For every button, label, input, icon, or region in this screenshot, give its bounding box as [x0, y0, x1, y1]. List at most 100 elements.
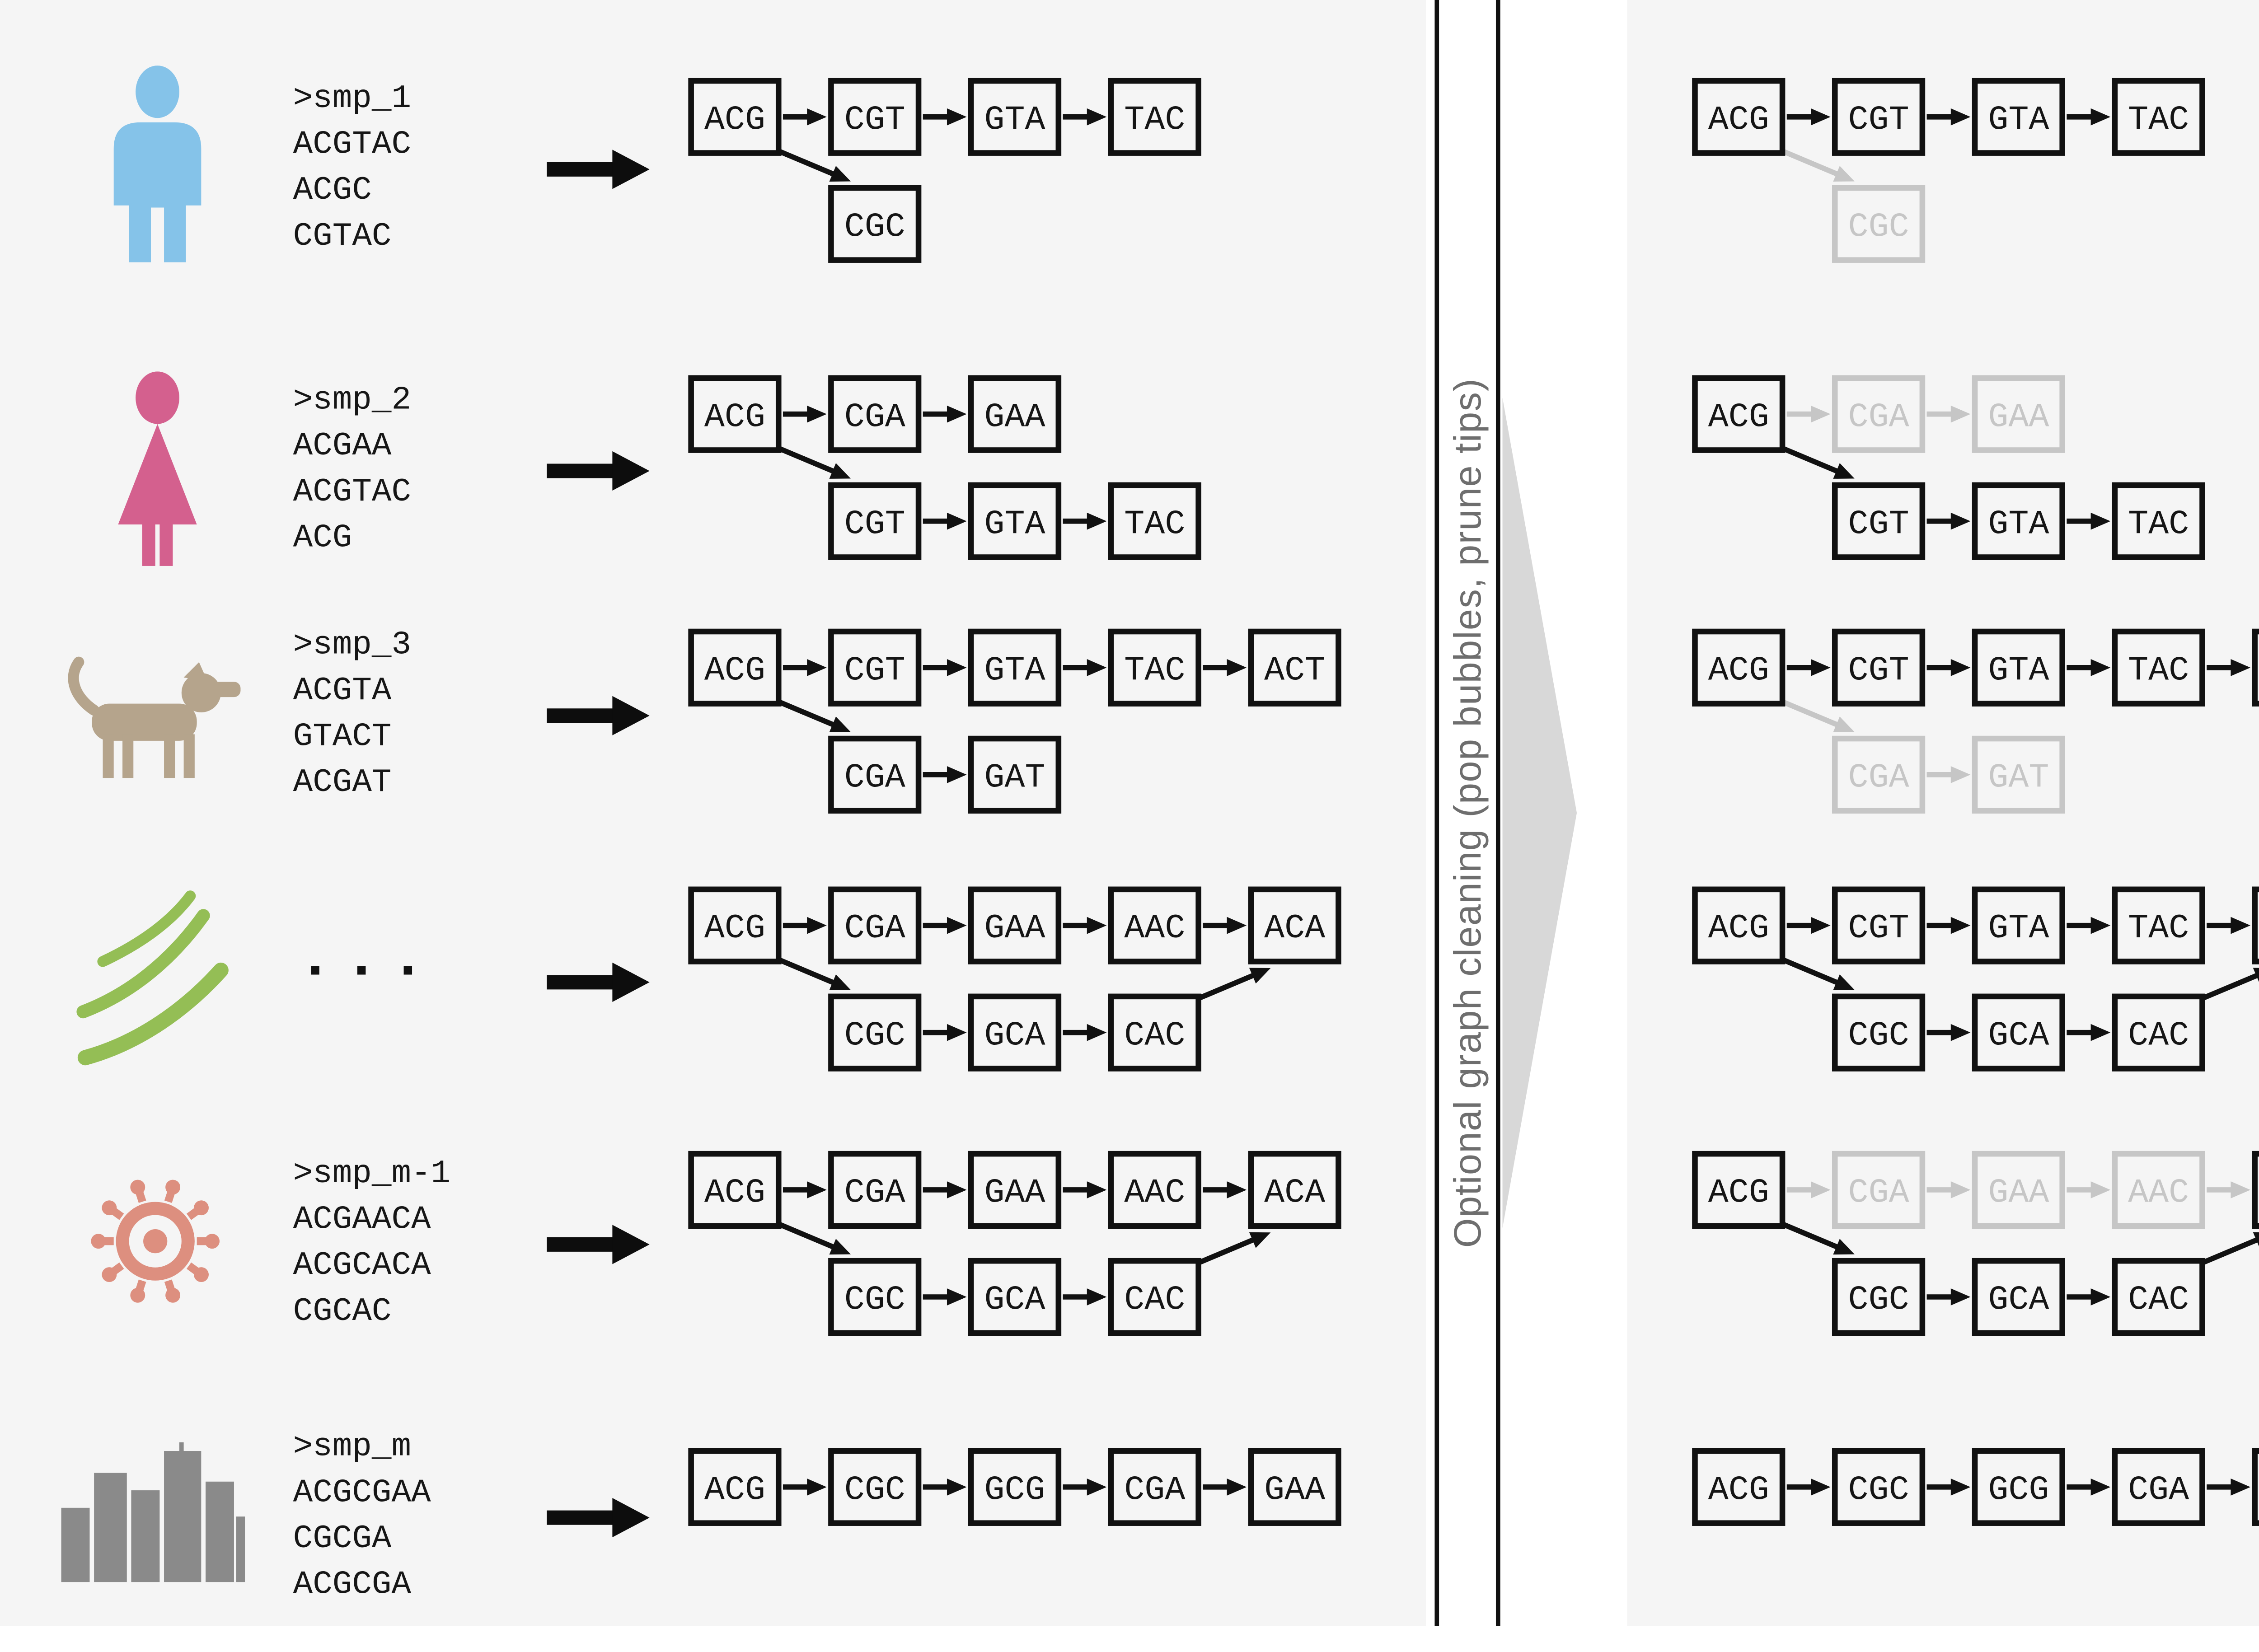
arrowhead-icon [947, 512, 967, 530]
arrowhead-icon [2090, 1288, 2111, 1306]
kmer-node-box [828, 735, 922, 814]
kmer-node-box [2112, 1448, 2205, 1526]
arrowhead-icon [1950, 1181, 1971, 1198]
kmer-node-box [1108, 78, 1201, 156]
kmer-node-box [828, 375, 922, 453]
kmer-node-box [1972, 482, 2065, 560]
kmer-node-label: CGT [844, 651, 905, 690]
kmer-node-label: GCA [984, 1281, 1045, 1320]
kmer-node-box [1108, 482, 1201, 560]
to-graph-arrow-icon [547, 1223, 650, 1264]
cleaning-arrow-icon [1502, 398, 1577, 1228]
arrowhead-icon [2090, 512, 2111, 530]
arrowhead-icon [2090, 108, 2111, 126]
arrowhead-icon [1833, 166, 1855, 182]
arrowhead-icon [1950, 1288, 1971, 1306]
arrowhead-icon [1950, 512, 1971, 530]
arrowhead-icon [947, 659, 967, 676]
kmer-node-label: GCA [1988, 1016, 2049, 1055]
kmer-node-box [2112, 1151, 2205, 1229]
kmer-node-box [1832, 735, 1926, 814]
kmer-node-label: CGA [1124, 1471, 1185, 1509]
kmer-node-label: AAC [1124, 1174, 1185, 1212]
kmer-node-box [1248, 628, 1341, 707]
kmer-node-box [1972, 886, 2065, 964]
arrowhead-icon [2231, 1181, 2250, 1198]
sample-2-reads: >smp_2 ACGAA ACGTAC ACG [293, 382, 412, 557]
arrowhead-icon [1811, 1181, 1831, 1198]
sample-4-fern-icon [72, 887, 234, 1071]
person-icon [113, 66, 202, 262]
kmer-node-box [968, 375, 1062, 453]
kmer-node-box [828, 185, 922, 263]
kmer-node-label: GTA [1988, 651, 2049, 690]
kmer-node-box [2252, 628, 2259, 707]
arrowhead-icon [2231, 1478, 2250, 1496]
kmer-node-box [1108, 886, 1201, 964]
woman-icon [118, 371, 197, 566]
kmer-node-label: ACG [704, 398, 765, 436]
kmer-node-label: ACG [1708, 651, 1769, 690]
arrowhead-icon [1950, 108, 1971, 126]
to-graph-arrow-icon [547, 1497, 650, 1536]
kmer-node-label: CGC [1848, 208, 1909, 246]
kmer-node-box [688, 78, 782, 156]
kmer-node-box [1248, 886, 1341, 964]
arrowhead-icon [1087, 1024, 1107, 1041]
kmer-node-label: AAC [2128, 1174, 2189, 1212]
kmer-node-label: CGC [1848, 1471, 1909, 1509]
kmer-node-label: CGC [1848, 1281, 1909, 1320]
kmer-node-label: CGA [844, 758, 905, 797]
kmer-node-box [2112, 628, 2205, 707]
arrowhead-icon [1087, 108, 1107, 126]
kmer-node-label: GAT [984, 758, 1045, 797]
kmer-node-label: CAC [2128, 1281, 2189, 1320]
to-graph-arrow-icon [547, 148, 650, 188]
kmer-node-box [1692, 886, 1786, 964]
kmer-node-box [1972, 78, 2065, 156]
kmer-node-box [1832, 1258, 1926, 1336]
kmer-node-label: GTA [1988, 909, 2049, 948]
kmer-node-box [1692, 1151, 1786, 1229]
arrowhead-icon [807, 1478, 827, 1496]
sample-3-reads: >smp_3 ACGTA GTACT ACGAT [293, 627, 412, 802]
kmer-node-label: CGA [844, 398, 905, 436]
kmer-node-label: CGC [844, 1016, 905, 1055]
sample-6-city-icon [61, 1442, 245, 1582]
arrowhead-icon [947, 108, 967, 126]
kmer-node-box [1972, 628, 2065, 707]
arrowhead-icon [1087, 659, 1107, 676]
kmer-node-label: ACG [704, 101, 765, 139]
arrowhead-icon [1249, 1232, 1271, 1248]
kmer-node-box [1972, 375, 2065, 453]
kmer-node-label: CAC [1124, 1281, 1185, 1320]
kmer-node-label: TAC [2128, 651, 2189, 690]
kmer-node-box [1248, 1448, 1341, 1526]
kmer-node-label: GTA [984, 101, 1045, 139]
virus-icon [91, 1179, 220, 1303]
kmer-node-label: GCG [1988, 1471, 2049, 1509]
arrowhead-icon [829, 166, 851, 182]
kmer-node-box [688, 1151, 782, 1229]
kmer-node-label: GCG [984, 1471, 1045, 1509]
graph-cleaning-band: Optional graph cleaning (pop bubbles, pr… [1434, 0, 1500, 1626]
arrowhead-icon [829, 716, 851, 733]
kmer-node-box [1692, 78, 1786, 156]
arrowhead-icon [829, 1239, 851, 1255]
kmer-node-box [2252, 886, 2259, 964]
kmer-node-label: GAA [984, 398, 1045, 436]
kmer-node-box [1692, 628, 1786, 707]
kmer-node-box [1972, 1448, 2065, 1526]
kmer-node-label: TAC [2128, 505, 2189, 543]
kmer-node-label: GTA [984, 651, 1045, 690]
kmer-node-label: CGT [1848, 909, 1909, 948]
cleaned-1-graph: ACG CGT GTA TAC CGC [1692, 78, 2205, 263]
arrowhead-icon [807, 917, 827, 934]
kmer-node-label: GTA [984, 505, 1045, 543]
kmer-node-label: ACG [1708, 1471, 1769, 1509]
arrowhead-icon [1833, 1239, 1855, 1255]
kmer-node-label: CGA [844, 909, 905, 948]
arrowhead-icon [1950, 1024, 1971, 1041]
